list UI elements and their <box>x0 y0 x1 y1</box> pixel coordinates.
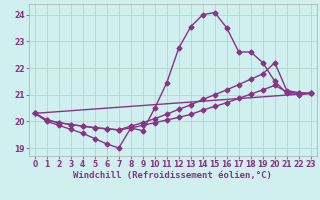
X-axis label: Windchill (Refroidissement éolien,°C): Windchill (Refroidissement éolien,°C) <box>73 171 272 180</box>
